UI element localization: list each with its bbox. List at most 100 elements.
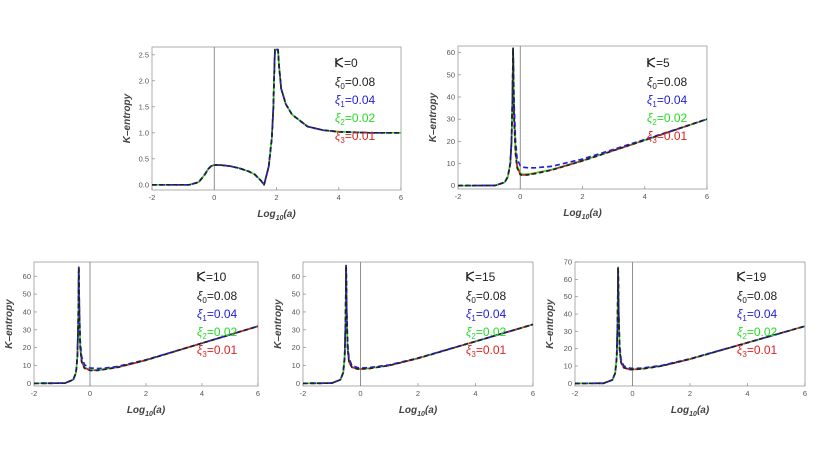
legend-entry-xi0: ξ0=0.08 — [197, 289, 238, 305]
x-tick-label: 4 — [745, 389, 749, 398]
x-tick-label: 2 — [416, 389, 420, 398]
x-tick-label: 2 — [688, 389, 692, 398]
chart-panel-4: -2 0 2 4 60102030405060Log10(a)K–entropy=15ξ… — [273, 261, 535, 418]
y-axis-title: K–entropy — [428, 92, 439, 142]
y-tick-label: 30 — [292, 325, 300, 334]
y-tick-label: 60 — [292, 272, 300, 281]
kappa-icon — [466, 271, 475, 282]
legend-entry-xi2: ξ2=0.02 — [197, 325, 238, 341]
y-tick-label: 0.5 — [139, 154, 149, 163]
chart-panel-2: -2 0 2 4 60102030405060Log10(a)K–entropy=5ξ0… — [428, 45, 709, 221]
y-tick-label: 2.0 — [139, 76, 149, 85]
chart-panel-3: -2 0 2 4 60102030405060Log10(a)K–entropy=10ξ… — [4, 261, 260, 418]
legend-entry-xi0: ξ0=0.08 — [466, 289, 507, 305]
y-tick-label: 60 — [564, 275, 572, 284]
y-tick-label: 10 — [564, 362, 572, 371]
legend-entry-xi2: ξ2=0.02 — [647, 111, 688, 127]
y-tick-label: 10 — [292, 361, 300, 370]
series-line-xi0 — [575, 266, 805, 385]
y-tick-label: 20 — [564, 344, 572, 353]
legend-entry-xi2: ξ2=0.02 — [466, 325, 507, 341]
x-tick-label: 6 — [399, 193, 403, 202]
x-tick-label: 0 — [630, 389, 634, 398]
legend: =15 ξ0=0.08 ξ1=0.04 ξ2=0.02 ξ3=0.01 — [466, 270, 507, 359]
legend-entry-xi0: ξ0=0.08 — [737, 289, 778, 305]
legend-entry-xi3: ξ3=0.01 — [335, 129, 376, 145]
legend: =19 ξ0=0.08 ξ1=0.04 ξ2=0.02 ξ3=0.01 — [737, 270, 778, 359]
y-tick-label: 50 — [292, 290, 300, 299]
legend: =5 ξ0=0.08 ξ1=0.04 ξ2=0.02 ξ3=0.01 — [647, 56, 688, 145]
legend-entry-xi1: ξ1=0.04 — [466, 307, 507, 323]
legend-entry-xi3: ξ3=0.01 — [197, 343, 238, 359]
legend: =10 ξ0=0.08 ξ1=0.04 ξ2=0.02 ξ3=0.01 — [197, 270, 238, 359]
y-tick-label: 0.0 — [139, 180, 149, 189]
y-tick-label: 0 — [296, 379, 300, 388]
x-tick-label: -2 — [300, 389, 307, 398]
chart-panel-1: -2 0 2 4 6 0.0 0.5 1.0 1.5 2.0 2.5 Log10(a) K–entrop… — [122, 46, 403, 222]
legend-entry-xi3: ξ3=0.01 — [647, 129, 688, 145]
y-tick-label: 10 — [23, 361, 31, 370]
kappa-value-label: =19 — [746, 270, 767, 284]
y-tick-label: 50 — [447, 70, 455, 79]
legend-entry-xi3: ξ3=0.01 — [737, 343, 778, 359]
y-tick-label: 1.5 — [139, 102, 149, 111]
kappa-icon — [335, 57, 344, 68]
x-tick-label: 4 — [473, 389, 477, 398]
x-tick-label: -2 — [455, 192, 462, 201]
x-axis-title: Log10(a) — [399, 405, 438, 418]
y-axis-title: K–entropy — [273, 299, 284, 349]
x-tick-label: 6 — [705, 192, 709, 201]
kappa-value-label: =15 — [475, 270, 496, 284]
y-tick-label: 1.0 — [139, 128, 149, 137]
legend: =0 ξ0=0.08 ξ1=0.04 ξ2=0.02 ξ3=0.01 — [335, 56, 376, 145]
plot-frame — [574, 261, 806, 387]
legend-entry-xi1: ξ1=0.04 — [737, 307, 778, 323]
x-tick-label: 4 — [643, 192, 647, 201]
series-group — [458, 47, 707, 187]
series-line-xi3 — [458, 47, 707, 187]
plot-frame — [302, 261, 534, 387]
x-tick-label: 6 — [256, 389, 260, 398]
y-tick-label: 30 — [447, 115, 455, 124]
series-group — [575, 266, 805, 385]
x-tick-label: 2 — [144, 389, 148, 398]
x-axis-title: Log10(a) — [671, 405, 710, 418]
x-tick-label: -2 — [572, 389, 579, 398]
x-tick-label: 4 — [200, 389, 204, 398]
y-tick-label: 20 — [292, 343, 300, 352]
x-axis-title: Log10(a) — [257, 209, 296, 222]
x-axis-title: Log10(a) — [127, 405, 166, 418]
x-axis-title: Log10(a) — [563, 208, 602, 221]
y-tick-label: 50 — [23, 290, 31, 299]
y-tick-label: 30 — [564, 327, 572, 336]
y-tick-label: 0 — [568, 379, 572, 388]
x-tick-label: 6 — [531, 389, 535, 398]
x-tick-label: -2 — [149, 193, 156, 202]
series-line-xi0 — [34, 266, 258, 385]
series-line-xi0 — [303, 264, 533, 385]
legend-entry-xi2: ξ2=0.02 — [335, 111, 376, 127]
x-tick-label: 0 — [88, 389, 92, 398]
kappa-icon — [647, 57, 656, 68]
y-tick-label: 0 — [451, 181, 455, 190]
y-tick-label: 60 — [23, 272, 31, 281]
legend-entry-xi3: ξ3=0.01 — [466, 343, 507, 359]
series-line-xi0 — [458, 47, 707, 187]
y-tick-label: 20 — [447, 137, 455, 146]
x-tick-label: 6 — [803, 389, 807, 398]
kappa-icon — [737, 271, 746, 282]
legend-entry-xi0: ξ0=0.08 — [335, 75, 376, 91]
series-group — [303, 264, 533, 385]
x-tick-label: 0 — [212, 193, 216, 202]
y-tick-label: 10 — [447, 159, 455, 168]
kappa-value-label: =10 — [206, 270, 227, 284]
legend-entry-xi2: ξ2=0.02 — [737, 325, 778, 341]
kappa-value-label: =0 — [344, 56, 358, 70]
y-tick-label: 20 — [23, 343, 31, 352]
legend-entry-xi0: ξ0=0.08 — [647, 75, 688, 91]
series-group — [34, 266, 258, 385]
x-tick-label: 0 — [518, 192, 522, 201]
y-axis-title: K–entropy — [4, 299, 15, 349]
x-tick-label: -2 — [31, 389, 38, 398]
